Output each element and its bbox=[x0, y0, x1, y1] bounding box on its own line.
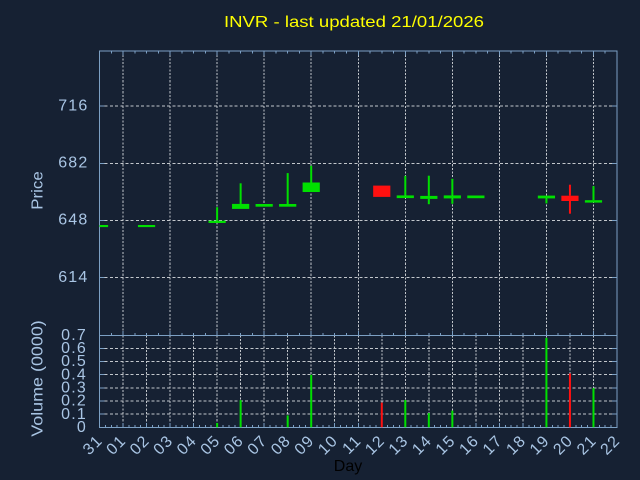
svg-text:0: 0 bbox=[77, 419, 87, 436]
svg-text:Day: Day bbox=[334, 458, 362, 475]
svg-text:0.6: 0.6 bbox=[61, 340, 87, 357]
svg-text:0.3: 0.3 bbox=[61, 379, 87, 396]
svg-text:648: 648 bbox=[58, 212, 88, 229]
svg-text:0.1: 0.1 bbox=[61, 406, 87, 423]
svg-text:716: 716 bbox=[58, 98, 88, 115]
svg-text:0.4: 0.4 bbox=[61, 366, 87, 383]
svg-text:Volume (0000): Volume (0000) bbox=[30, 320, 47, 437]
svg-text:0.7: 0.7 bbox=[61, 327, 87, 344]
svg-text:INVR - last updated 21/01/2026: INVR - last updated 21/01/2026 bbox=[224, 14, 484, 31]
svg-text:0.5: 0.5 bbox=[61, 353, 87, 370]
svg-text:682: 682 bbox=[58, 155, 88, 172]
svg-text:Price: Price bbox=[30, 171, 47, 210]
svg-text:614: 614 bbox=[58, 269, 88, 286]
svg-text:0.2: 0.2 bbox=[61, 393, 87, 410]
